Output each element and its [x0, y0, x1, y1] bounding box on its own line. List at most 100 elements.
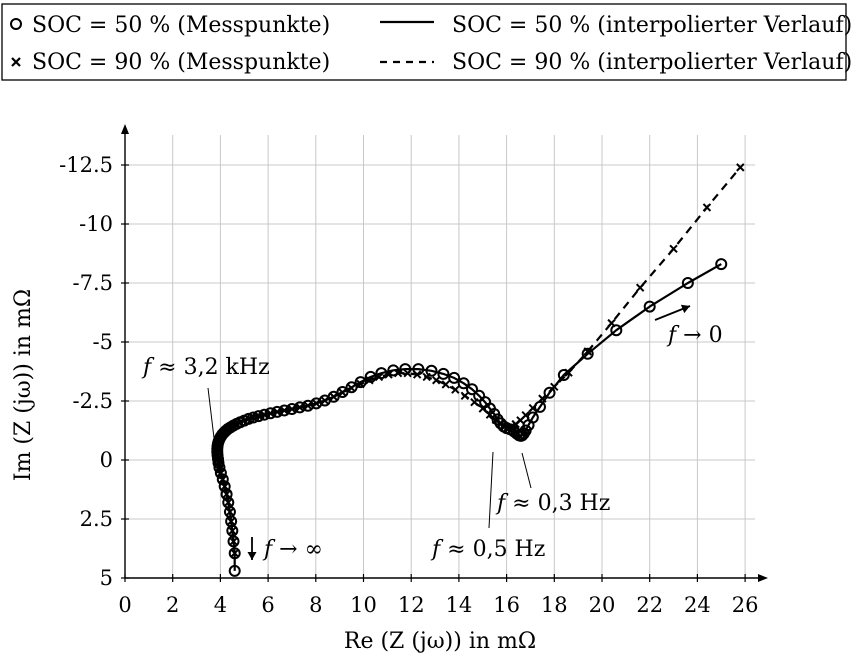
cross-stroke [550, 382, 559, 392]
data-point-soc50 [643, 300, 656, 313]
y-tick-label: 5 [100, 566, 113, 590]
data-point-soc50 [543, 386, 556, 399]
cross-stroke [244, 414, 253, 424]
cross-stroke [228, 526, 237, 536]
data-point-soc90 [225, 507, 235, 517]
series-line-soc90 [216, 166, 742, 554]
data-point-soc90 [295, 403, 305, 412]
data-point-soc50 [448, 371, 461, 384]
cross-stroke [635, 283, 645, 292]
cross-stroke [441, 380, 450, 389]
data-point-soc90 [393, 368, 403, 378]
x-tick-label: 4 [214, 593, 227, 617]
data-point-soc90 [260, 410, 269, 419]
cross-stroke [213, 441, 222, 451]
legend: SOC = 50 % (Messpunkte) SOC = 50 % (inte… [1, 3, 852, 81]
cross-stroke [702, 203, 712, 212]
cross-stroke [432, 376, 441, 385]
tick-labels: 0 2 4 6 8 10 12 14 16 18 20 22 24 2652.50-2.5-5-7.5-1… [59, 153, 758, 617]
data-point-soc90 [224, 498, 233, 507]
data-point-soc90 [607, 318, 616, 328]
cross-stroke [213, 451, 222, 460]
cross-stroke [303, 401, 313, 410]
data-point-soc50 [466, 383, 479, 396]
cross-stroke [521, 410, 530, 420]
data-point-soc90 [303, 401, 313, 410]
y-tick-label: -7.5 [73, 271, 114, 295]
x-tick-label: 8 [309, 593, 322, 617]
cross-stroke [460, 391, 470, 401]
cross-stroke [213, 439, 223, 448]
data-point-soc50 [327, 390, 340, 403]
data-point-soc50 [473, 389, 486, 402]
data-point-soc50 [425, 364, 438, 377]
cross-stroke [538, 394, 547, 403]
data-point-soc90 [538, 394, 547, 403]
legend-item-soc90-points: SOC = 90 % (Messpunkte) [11, 50, 330, 75]
data-point-soc90 [280, 406, 289, 415]
data-point-soc90 [338, 388, 347, 397]
data-point-soc90 [422, 372, 431, 382]
legend-label-soc90-points: SOC = 90 % (Messpunkte) [32, 50, 330, 75]
series [211, 163, 745, 577]
data-point-soc90 [374, 372, 384, 382]
cross-stroke [213, 447, 222, 457]
cross-stroke [356, 379, 365, 389]
legend-item-soc90-line: SOC = 90 % (interpolierter Verlauf) [380, 50, 852, 75]
x-tick-label: 14 [446, 593, 473, 617]
data-point-soc90 [702, 203, 712, 212]
cross-stroke [218, 475, 227, 484]
cross-stroke [338, 388, 347, 397]
annotation-label: f ≈ 3,2 kHz [141, 355, 270, 380]
cross-stroke [365, 376, 374, 385]
axes [121, 124, 768, 582]
legend-label-soc50-points: SOC = 50 % (Messpunkte) [32, 13, 330, 38]
data-point-soc90 [365, 376, 374, 385]
annotation-label: f ≈ 0,5 Hz [430, 537, 545, 562]
y-axis-arrow-icon [121, 124, 129, 134]
cross-stroke [260, 410, 269, 419]
cross-stroke [422, 372, 431, 382]
y-tick-label: -12.5 [59, 153, 113, 177]
annotation-leader-line [488, 451, 494, 529]
x-tick-label: 26 [732, 593, 759, 617]
y-tick-label: -5 [93, 330, 113, 354]
cross-stroke [220, 482, 229, 491]
cross-stroke [272, 407, 282, 417]
data-point-soc90 [213, 439, 223, 448]
cross-stroke [295, 403, 305, 412]
data-point-soc90 [272, 407, 282, 417]
x-axis-arrow-icon [758, 574, 768, 582]
data-point-soc90 [254, 411, 263, 421]
cross-stroke [528, 403, 538, 413]
data-point-soc50 [557, 369, 570, 382]
cross-stroke [412, 370, 422, 379]
data-point-soc90 [230, 549, 239, 558]
x-tick-label: 24 [684, 593, 711, 617]
annotation-label: f ≈ 0,3 Hz [495, 491, 610, 516]
cross-stroke [470, 397, 479, 407]
cross-stroke [312, 399, 321, 408]
data-point-soc90 [736, 163, 745, 172]
x-tick-label: 18 [541, 593, 568, 617]
data-point-soc90 [564, 368, 573, 377]
cross-stroke [213, 454, 223, 464]
cross-stroke [225, 507, 235, 517]
x-tick-label: 2 [166, 593, 179, 617]
x-tick-label: 16 [493, 593, 520, 617]
annotation-03hz: f ≈ 0,3 Hz [495, 452, 610, 516]
cross-stroke [222, 490, 231, 499]
cross-stroke [451, 385, 460, 394]
data-point-soc50 [228, 564, 241, 577]
annotation-leader-line [521, 452, 532, 489]
cross-stroke [280, 406, 289, 415]
legend-box [1, 3, 847, 81]
cross-stroke [384, 370, 393, 379]
cross-stroke [224, 498, 233, 507]
data-point-soc90 [432, 376, 441, 385]
annotation-arrowhead-icon [247, 552, 257, 560]
cross-stroke [669, 244, 678, 253]
data-point-soc90 [347, 383, 356, 393]
cross-stroke [485, 410, 495, 419]
